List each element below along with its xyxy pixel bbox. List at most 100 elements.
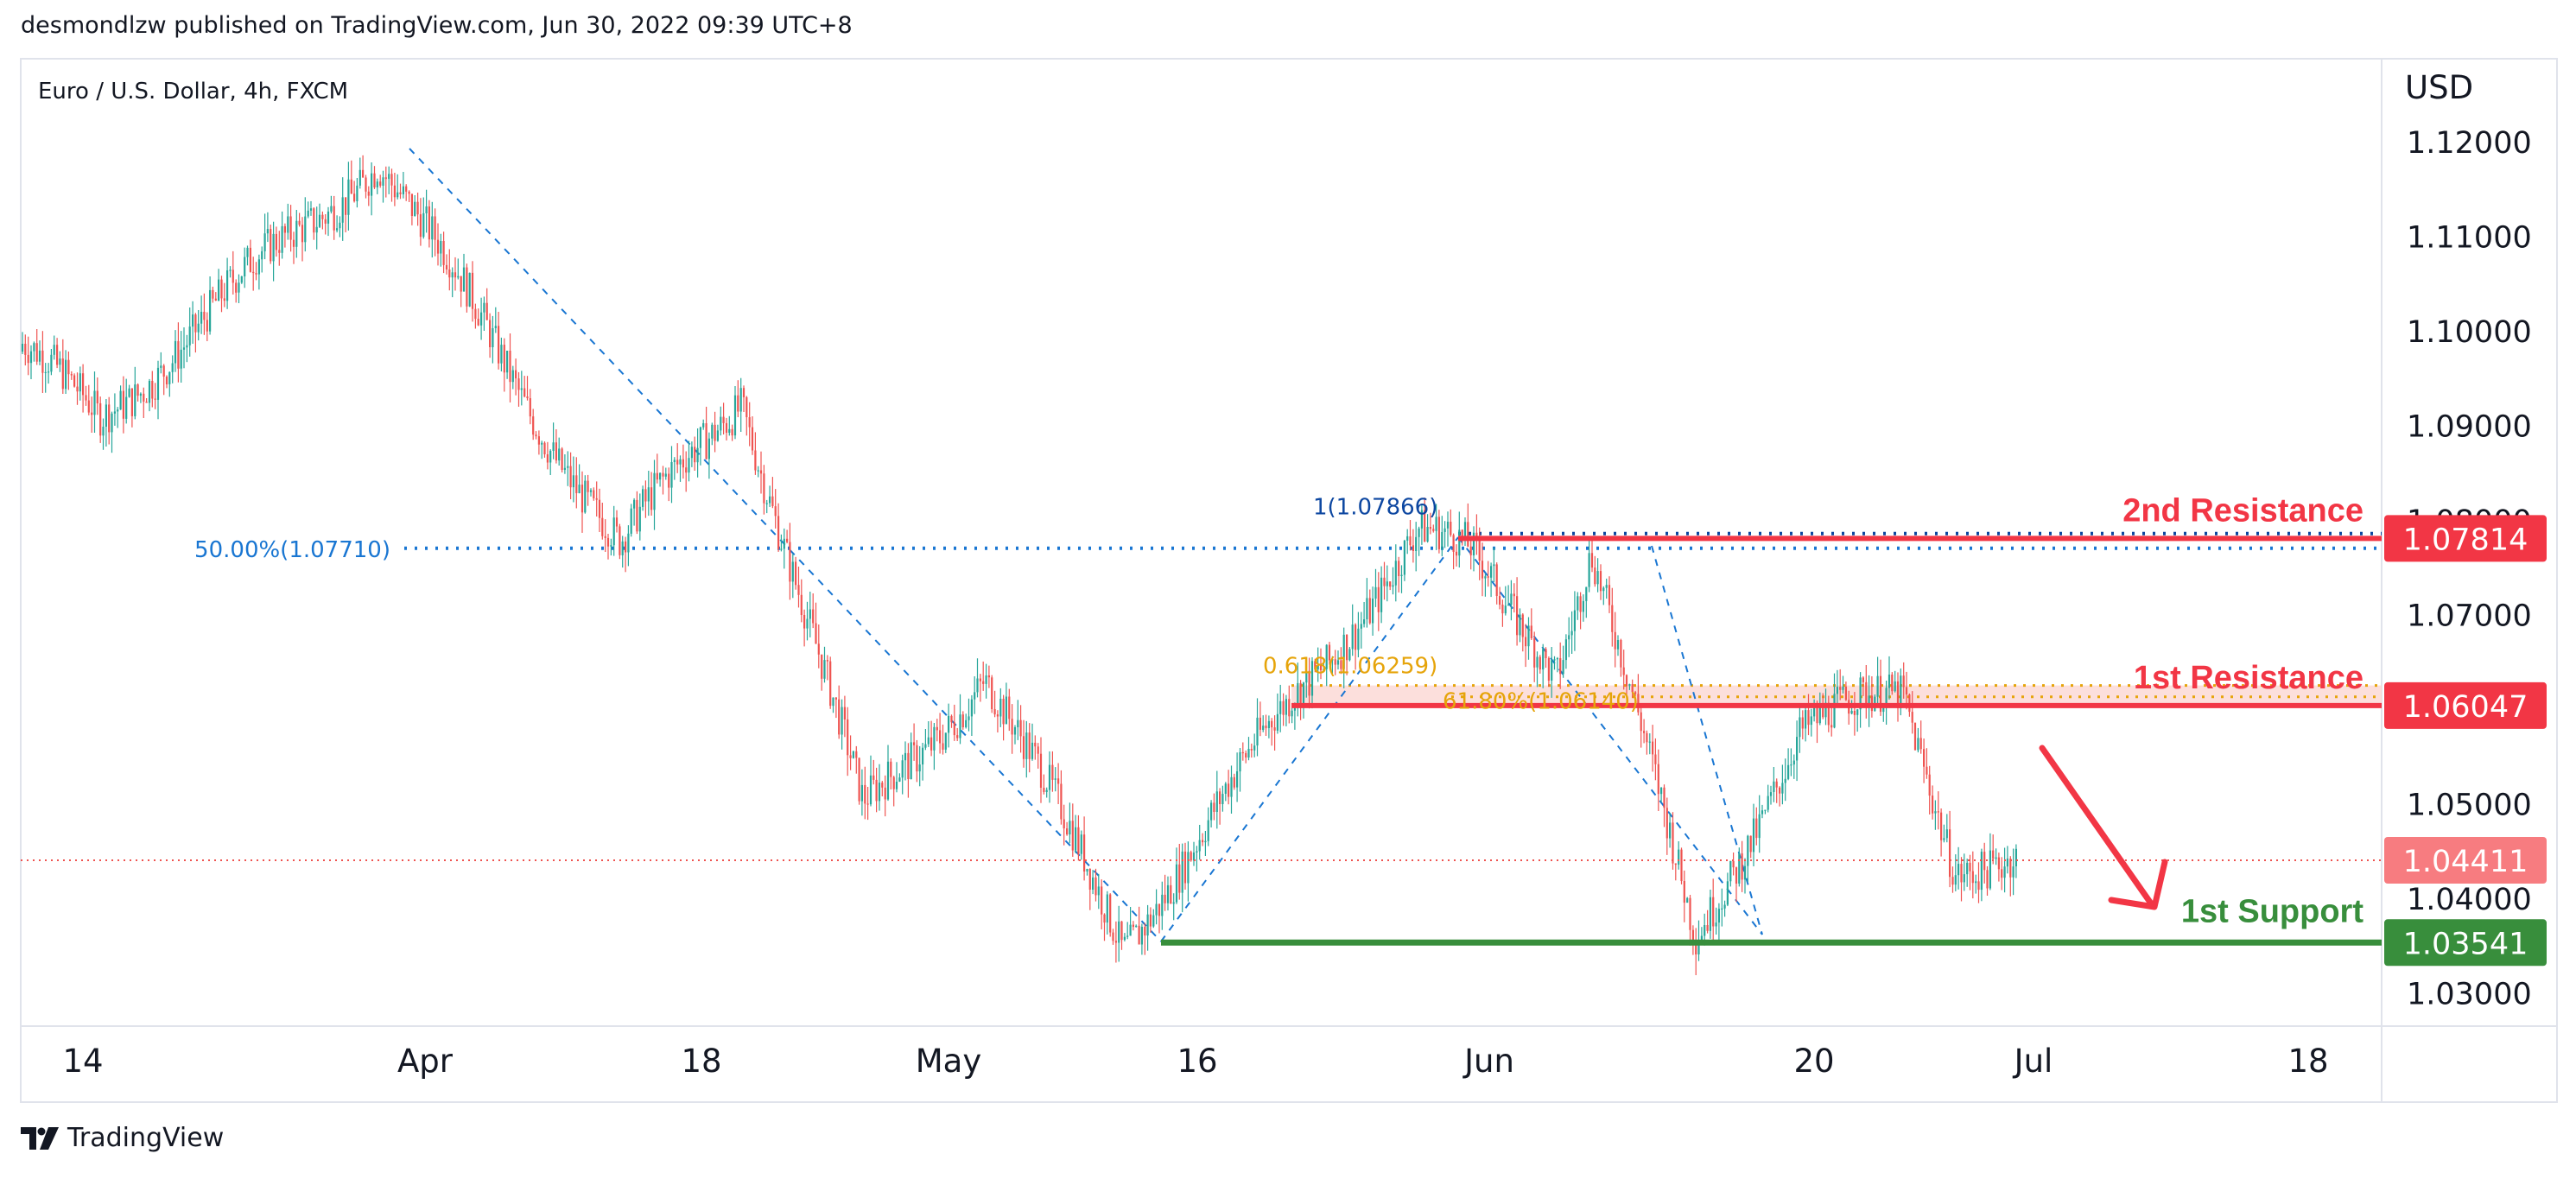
candle-body bbox=[283, 225, 286, 233]
candle-body bbox=[180, 349, 182, 369]
candle-body bbox=[789, 542, 791, 582]
candle-body bbox=[1013, 727, 1017, 735]
candle-body bbox=[358, 169, 361, 186]
candle-body bbox=[1588, 553, 1590, 587]
candle-body bbox=[1971, 871, 1974, 884]
candle-body bbox=[1928, 774, 1931, 796]
candle-body bbox=[1741, 853, 1743, 880]
candle-body bbox=[379, 181, 382, 186]
candle-body bbox=[1455, 551, 1458, 556]
candle-body bbox=[987, 675, 990, 678]
candle-body bbox=[1530, 625, 1532, 638]
candle-body bbox=[1005, 696, 1007, 725]
candle-body bbox=[1432, 529, 1435, 531]
candle-body bbox=[434, 216, 436, 240]
candle-body bbox=[737, 395, 739, 412]
candle-body bbox=[1025, 732, 1028, 759]
candle-body bbox=[1037, 746, 1039, 754]
candle-body bbox=[460, 276, 462, 292]
candle-body bbox=[763, 473, 765, 504]
candle-body bbox=[733, 395, 737, 436]
candle-body bbox=[630, 508, 632, 534]
candle-body bbox=[610, 545, 612, 547]
candle-body bbox=[1608, 585, 1611, 605]
candle-body bbox=[742, 388, 746, 397]
candle-body bbox=[29, 351, 33, 364]
candle-body bbox=[214, 298, 217, 301]
candle-body bbox=[1377, 586, 1380, 612]
tradingview-brand[interactable]: TradingView bbox=[21, 1123, 224, 1153]
candle-body bbox=[1816, 707, 1818, 724]
candle-body bbox=[517, 378, 520, 390]
candle-body bbox=[1043, 788, 1045, 792]
candle-body bbox=[976, 678, 979, 693]
candle-body bbox=[1611, 605, 1614, 632]
candle-body bbox=[1088, 869, 1091, 890]
candle-body bbox=[111, 413, 113, 433]
candle-body bbox=[1723, 904, 1726, 909]
candle-body bbox=[327, 211, 330, 224]
1st-support-price: 1.03541 bbox=[2403, 927, 2528, 961]
candle-body bbox=[832, 697, 834, 707]
candle-body bbox=[1749, 835, 1752, 853]
candle-body bbox=[177, 340, 180, 369]
candle-body bbox=[1198, 840, 1201, 852]
candle-body bbox=[494, 326, 497, 328]
candle-body bbox=[1450, 522, 1452, 536]
candle-body bbox=[27, 354, 29, 364]
candle-body bbox=[549, 450, 552, 463]
candle-body bbox=[301, 225, 304, 243]
candle-body bbox=[203, 312, 206, 320]
candle-body bbox=[959, 714, 961, 738]
candle-body bbox=[1279, 700, 1282, 714]
candle-body bbox=[1735, 867, 1738, 884]
candle-body bbox=[35, 343, 38, 362]
candle-body bbox=[171, 363, 174, 372]
candle-body bbox=[1885, 688, 1888, 708]
candle-body bbox=[1463, 522, 1467, 538]
candle-body bbox=[1144, 927, 1146, 936]
candle-body bbox=[249, 247, 251, 272]
candle-body bbox=[1779, 787, 1781, 794]
candle-body bbox=[1328, 644, 1331, 661]
candle-body bbox=[1319, 664, 1323, 671]
candle-body bbox=[397, 192, 399, 198]
candle-body bbox=[1738, 853, 1741, 884]
candle-body bbox=[1634, 692, 1637, 694]
candle-body bbox=[746, 396, 748, 417]
candle-body bbox=[933, 726, 936, 751]
candle-body bbox=[255, 273, 257, 275]
candle-body bbox=[694, 447, 696, 463]
candle-body bbox=[644, 489, 647, 502]
candle-body bbox=[1709, 897, 1711, 931]
candle-body bbox=[182, 347, 186, 350]
candle-body bbox=[815, 623, 817, 644]
candle-body bbox=[1083, 834, 1086, 872]
candle-body bbox=[489, 320, 492, 347]
candle-body bbox=[843, 707, 846, 719]
candle-body bbox=[1689, 897, 1691, 930]
candle-body bbox=[1166, 884, 1170, 903]
candle-body bbox=[503, 345, 505, 373]
candle-body bbox=[1937, 811, 1939, 813]
time-tick-label: 18 bbox=[681, 1043, 721, 1080]
candle-body bbox=[309, 208, 313, 211]
candle-body bbox=[1039, 753, 1043, 788]
candle-body bbox=[1995, 857, 1997, 859]
candle-body bbox=[1360, 624, 1362, 629]
candle-body bbox=[1839, 687, 1842, 690]
candle-body bbox=[108, 404, 111, 433]
candle-body bbox=[855, 751, 858, 758]
chart-frame bbox=[20, 58, 2558, 1103]
last-price-tag bbox=[2384, 837, 2547, 884]
candle-body bbox=[1547, 658, 1550, 681]
candle-body bbox=[587, 480, 589, 492]
fib-6180-label: 61.80%(1.06140) bbox=[1443, 689, 1639, 715]
candle-body bbox=[670, 462, 673, 488]
candle-body bbox=[1510, 593, 1513, 605]
candle-body bbox=[601, 517, 604, 536]
candle-body bbox=[627, 533, 630, 553]
candle-body bbox=[1836, 687, 1838, 694]
candle-body bbox=[1342, 634, 1345, 669]
